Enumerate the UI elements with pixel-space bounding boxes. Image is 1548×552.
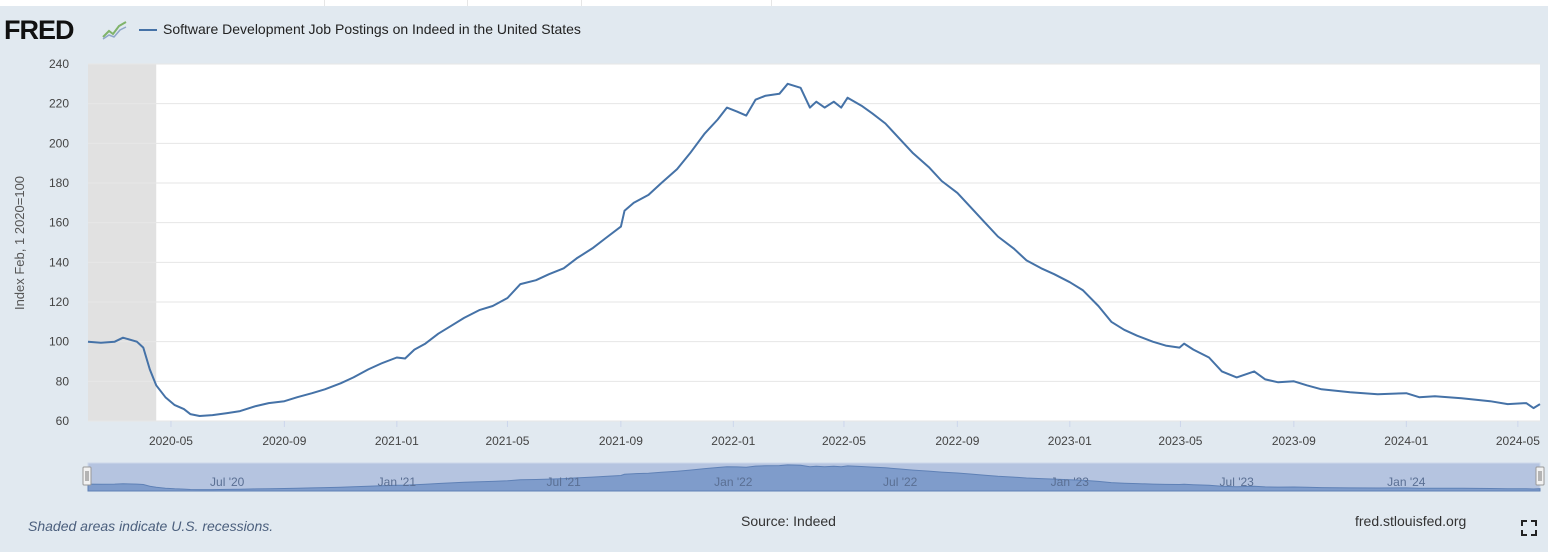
navigator-label: Jan '22 <box>714 475 753 489</box>
navigator-label: Jul '20 <box>210 475 245 489</box>
legend-series-label[interactable]: Software Development Job Postings on Ind… <box>163 21 581 37</box>
x-tick-label: 2023-05 <box>1158 434 1202 448</box>
recession-note: Shaded areas indicate U.S. recessions. <box>28 518 274 534</box>
navigator-area <box>87 464 1541 492</box>
navigator-label: Jul '23 <box>1220 475 1255 489</box>
navigator-label: Jan '24 <box>1387 475 1426 489</box>
x-tick-label: 2022-05 <box>822 434 866 448</box>
small-line-graph-icon <box>102 21 127 40</box>
navigator-label: Jan '21 <box>378 475 417 489</box>
x-tick-label: 2022-01 <box>711 434 755 448</box>
x-tick-label: 2021-05 <box>485 434 529 448</box>
y-tick-label: 240 <box>49 57 69 71</box>
range-navigator: Jul '20 Jan '21 Jul '21 Jan '22 Jul '22 Jan '… <box>82 462 1545 492</box>
y-tick-label: 200 <box>49 136 69 150</box>
x-tick-label: 2021-09 <box>599 434 643 448</box>
y-tick-label: 80 <box>56 374 70 388</box>
x-tick-label: 2024-01 <box>1384 434 1428 448</box>
navigator-label: Jul '21 <box>547 475 582 489</box>
series-line <box>87 82 1541 417</box>
fred-logo[interactable]: FRED <box>4 15 74 45</box>
y-axis-label: Index Feb, 1 2020=100 <box>12 176 27 310</box>
x-tick-label: 2024-05 <box>1496 434 1540 448</box>
x-tick-label: 2020-05 <box>149 434 193 448</box>
legend-series-swatch <box>139 29 157 31</box>
plot-area <box>88 64 1540 421</box>
x-tick-label: 2023-09 <box>1272 434 1316 448</box>
x-tick-label: 2022-09 <box>935 434 979 448</box>
navigator-handle-right[interactable] <box>1535 466 1545 486</box>
navigator-handle-left[interactable] <box>82 466 92 486</box>
fullscreen-icon[interactable] <box>1521 520 1537 536</box>
y-tick-label: 60 <box>56 414 70 428</box>
source-label: Source: Indeed <box>741 513 836 529</box>
recession-shading <box>88 64 157 421</box>
y-tick-label: 100 <box>49 335 69 349</box>
y-tick-label: 140 <box>49 255 69 269</box>
x-tick-label: 2021-01 <box>375 434 419 448</box>
navigator-label: Jul '22 <box>883 475 918 489</box>
x-tick-label: 2023-01 <box>1048 434 1092 448</box>
y-tick-label: 180 <box>49 176 69 190</box>
navigator-label: Jan '23 <box>1051 475 1090 489</box>
y-tick-label: 160 <box>49 216 69 230</box>
y-tick-label: 220 <box>49 97 69 111</box>
top-tab-strip <box>0 0 1548 6</box>
site-link[interactable]: fred.stlouisfed.org <box>1355 513 1467 529</box>
x-tick-label: 2020-09 <box>262 434 306 448</box>
y-tick-label: 120 <box>49 295 69 309</box>
